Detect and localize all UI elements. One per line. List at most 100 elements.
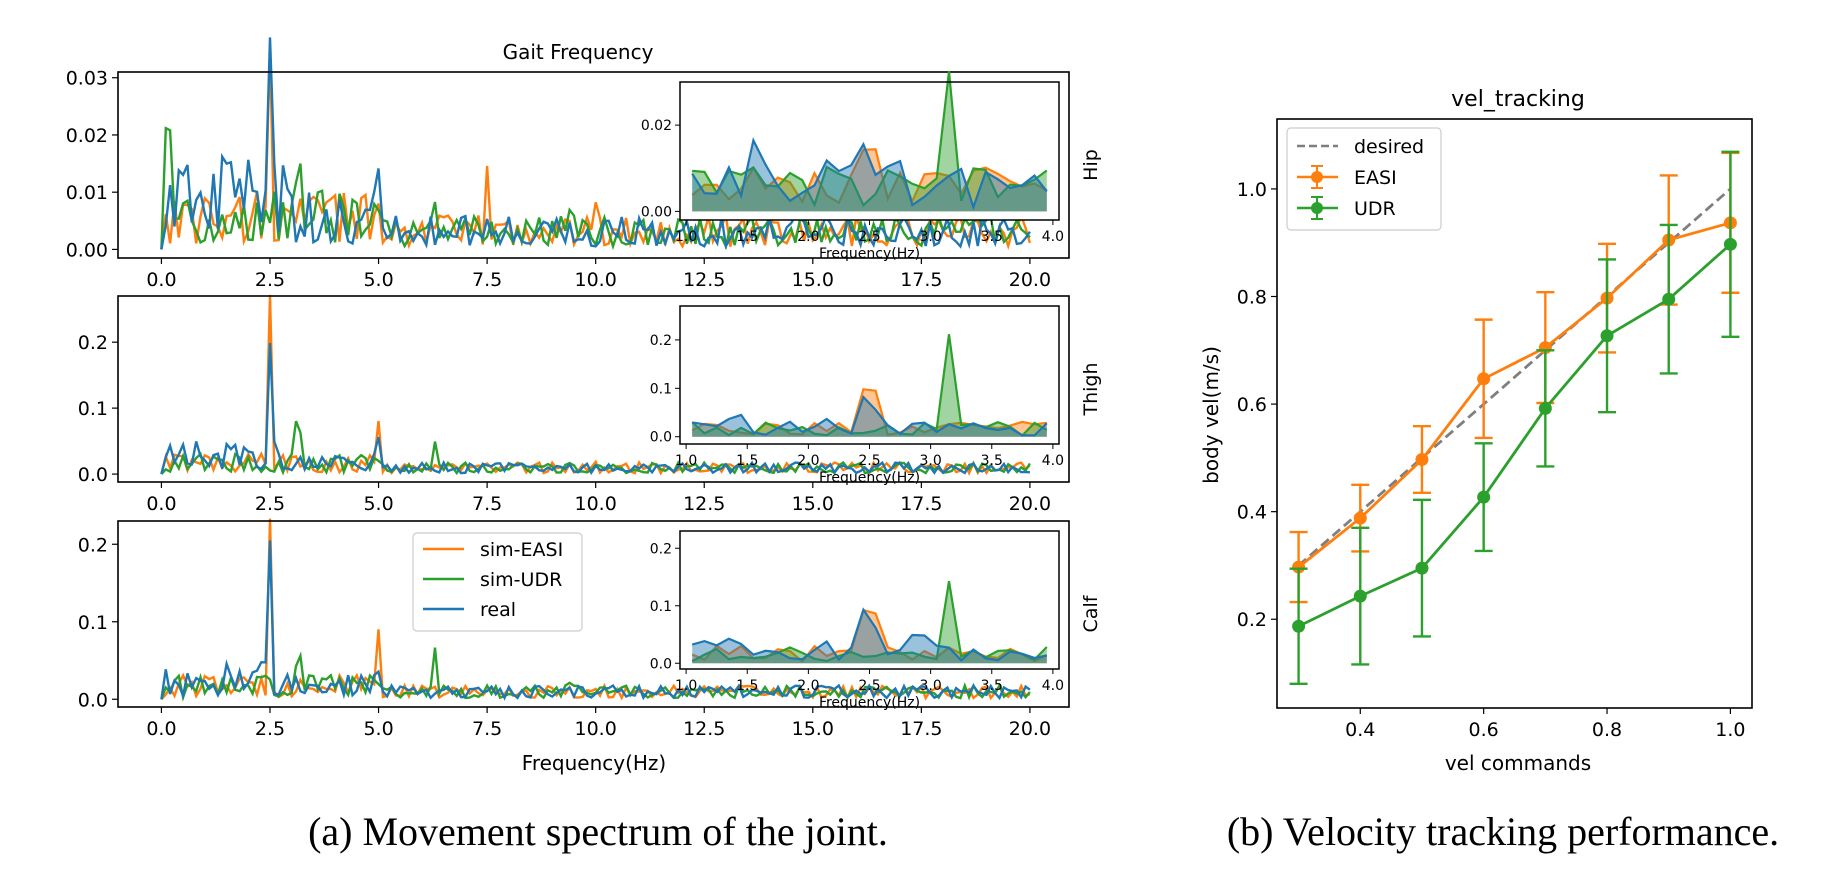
inset-xlabel: Frequency(Hz) bbox=[819, 470, 920, 486]
data-point bbox=[1353, 589, 1367, 603]
y-tick-label: 0.1 bbox=[78, 612, 108, 634]
data-point bbox=[1723, 237, 1737, 251]
legend-box bbox=[1286, 127, 1442, 231]
inset-calf: 1.0 1.5 2.0 2.5 3.0 3.5 4.0 0.0 0.1 0.2 Frequency(… bbox=[650, 530, 1064, 711]
inset-x-tick-label: 1.0 bbox=[675, 453, 697, 469]
x-tick-label: 12.5 bbox=[683, 718, 725, 740]
x-tick-label: 1.0 bbox=[1715, 719, 1745, 741]
x-tick-label: 20.0 bbox=[1009, 269, 1051, 291]
data-point bbox=[1477, 490, 1491, 504]
legend-label-EASI: EASI bbox=[1354, 167, 1397, 189]
inset-x-tick-label: 1.5 bbox=[736, 678, 758, 694]
series-desired bbox=[1297, 187, 1732, 567]
inset-x-tick-label: 3.0 bbox=[919, 678, 941, 694]
x-tick-label: 12.5 bbox=[683, 493, 725, 515]
vel-title: vel_tracking bbox=[1451, 87, 1585, 112]
x-tick-label: 5.0 bbox=[363, 493, 393, 515]
inset-area-sim-EASI bbox=[692, 149, 1047, 212]
x-tick-label: 5.0 bbox=[363, 718, 393, 740]
inset-x-tick-label: 2.0 bbox=[797, 678, 819, 694]
vel-tracking-chart: 0.4 0.6 0.8 1.0 0.2 0.4 0.6 0.8 1.0 desired EASI UD… bbox=[1237, 118, 1753, 741]
inset-x-tick-label: 4.0 bbox=[1042, 453, 1064, 469]
y-tick-label: 0.02 bbox=[66, 125, 108, 147]
x-tick-label: 10.0 bbox=[575, 493, 617, 515]
inset-y-tick-label: 0.0 bbox=[650, 656, 672, 672]
series-UDR bbox=[1289, 150, 1740, 685]
inset-x-tick-label: 3.5 bbox=[981, 229, 1003, 245]
x-tick-label: 5.0 bbox=[363, 269, 393, 291]
inset-y-tick-label: 0.1 bbox=[650, 599, 672, 615]
x-tick-label: 7.5 bbox=[472, 718, 502, 740]
series-line-real bbox=[160, 343, 1030, 476]
y-tick-label: 0.00 bbox=[66, 239, 108, 261]
spectrum-legend: sim-EASI sim-UDR real bbox=[412, 532, 583, 632]
data-point bbox=[1538, 401, 1552, 415]
inset-xlabel: Frequency(Hz) bbox=[819, 695, 920, 711]
inset-line-sim-UDR bbox=[691, 581, 1048, 663]
inset-x-tick-label: 1.0 bbox=[675, 678, 697, 694]
inset-area-sim-EASI bbox=[692, 389, 1047, 437]
data-point bbox=[1415, 561, 1429, 575]
x-tick-label: 15.0 bbox=[792, 718, 834, 740]
inset-y-tick-label: 0.0 bbox=[650, 430, 672, 446]
inset-x-tick-label: 2.5 bbox=[858, 453, 880, 469]
x-tick-label: 20.0 bbox=[1009, 493, 1051, 515]
y-tick-label: 0.1 bbox=[78, 398, 108, 420]
data-point bbox=[1600, 329, 1614, 343]
inset-line-sim-UDR bbox=[691, 334, 1048, 437]
series-line-real bbox=[160, 540, 1031, 701]
x-tick-label: 17.5 bbox=[900, 493, 942, 515]
inset-x-tick-label: 3.0 bbox=[919, 229, 941, 245]
inset-line-sim-EASI bbox=[691, 148, 1048, 205]
y-tick-label: 0.01 bbox=[66, 182, 108, 204]
x-tick-label: 2.5 bbox=[255, 718, 285, 740]
legend-box bbox=[412, 532, 583, 632]
y-tick-label: 0.0 bbox=[78, 464, 108, 486]
vel-legend: desired EASI UDR bbox=[1286, 127, 1442, 231]
x-tick-label: 2.5 bbox=[255, 493, 285, 515]
spectrum-xlabel: Frequency(Hz) bbox=[522, 751, 666, 775]
panel-frame bbox=[117, 520, 1070, 708]
y-tick-label: 0.8 bbox=[1237, 287, 1267, 309]
y-tick-label: 0.2 bbox=[78, 332, 108, 354]
inset-x-tick-label: 2.0 bbox=[797, 453, 819, 469]
data-point bbox=[1477, 372, 1491, 386]
spectrum-panel-thigh: 0.0 2.5 5.0 7.5 10.0 12.5 15.0 17.5 20.0 0.0 0.1 0.… bbox=[78, 294, 1102, 515]
x-tick-label: 17.5 bbox=[900, 718, 942, 740]
series-line-EASI bbox=[1297, 221, 1731, 569]
y-tick-label: 0.4 bbox=[1237, 502, 1267, 524]
x-tick-label: 15.0 bbox=[792, 269, 834, 291]
inset-y-tick-label: 0.2 bbox=[650, 541, 672, 557]
inset-x-tick-label: 3.0 bbox=[919, 453, 941, 469]
inset-background bbox=[680, 82, 1059, 220]
inset-x-tick-label: 2.0 bbox=[797, 229, 819, 245]
series-line-UDR bbox=[1297, 243, 1732, 628]
inset-x-tick-label: 4.0 bbox=[1042, 229, 1064, 245]
y-tick-label: 0.2 bbox=[1237, 609, 1267, 631]
legend-label-UDR: UDR bbox=[1354, 198, 1396, 220]
data-point bbox=[1353, 511, 1367, 525]
inset-y-tick-label: 0.02 bbox=[641, 118, 672, 134]
x-tick-label: 0.0 bbox=[146, 718, 176, 740]
x-tick-label: 0.0 bbox=[146, 269, 176, 291]
x-tick-label: 2.5 bbox=[255, 269, 285, 291]
panel-label: Calf bbox=[1080, 594, 1102, 632]
inset-area-sim-UDR bbox=[692, 334, 1047, 437]
x-tick-label: 0.6 bbox=[1469, 719, 1499, 741]
inset-y-tick-label: 0.2 bbox=[650, 333, 672, 349]
series-line-real bbox=[160, 37, 1031, 250]
vel-frame bbox=[1276, 118, 1753, 709]
inset-x-tick-label: 1.5 bbox=[736, 229, 758, 245]
x-tick-label: 10.0 bbox=[575, 269, 617, 291]
caption-a: (a) Movement spectrum of the joint. bbox=[308, 809, 888, 854]
inset-line-real bbox=[692, 395, 1048, 437]
spectrum-title: Gait Frequency bbox=[503, 40, 654, 64]
x-tick-label: 10.0 bbox=[575, 718, 617, 740]
legend-marker bbox=[1311, 171, 1323, 183]
inset-line-real bbox=[691, 607, 1048, 662]
y-tick-label: 0.0 bbox=[78, 689, 108, 711]
x-tick-label: 15.0 bbox=[792, 493, 834, 515]
inset-x-tick-label: 2.5 bbox=[858, 229, 880, 245]
x-tick-label: 20.0 bbox=[1009, 718, 1051, 740]
